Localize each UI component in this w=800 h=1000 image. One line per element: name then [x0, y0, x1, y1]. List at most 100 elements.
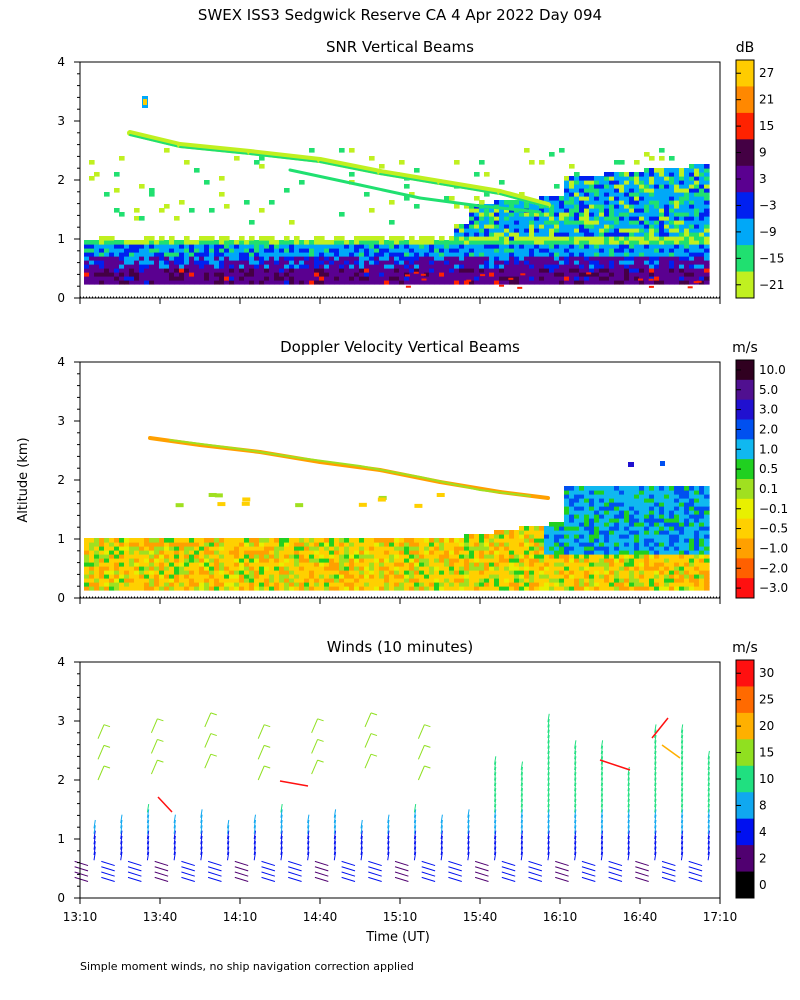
doppler-cell: [539, 582, 545, 587]
doppler-cell: [464, 550, 470, 555]
snr-cell: [574, 196, 580, 201]
snr-cell: [189, 276, 195, 281]
doppler-cell: [644, 502, 650, 507]
snr-cell: [114, 244, 120, 249]
doppler-cell: [334, 570, 340, 575]
doppler-cell: [169, 586, 175, 591]
doppler-cell: [669, 506, 675, 511]
doppler-cell: [664, 526, 670, 531]
snr-cell: [679, 280, 685, 285]
doppler-cell: [609, 502, 615, 507]
doppler-cell: [684, 558, 690, 563]
doppler-cell: [429, 562, 435, 567]
doppler-cell: [434, 574, 440, 579]
doppler-cell: [264, 554, 270, 559]
doppler-cell: [554, 530, 560, 535]
snr-cell: [289, 272, 295, 277]
doppler-cell: [669, 490, 675, 495]
doppler-cell: [179, 578, 185, 583]
colorbar-label: −21: [759, 278, 784, 292]
wind-barb: [467, 825, 470, 834]
doppler-cell: [664, 490, 670, 495]
snr-layer-band: [319, 161, 381, 175]
doppler-cell: [449, 546, 455, 551]
doppler-cell: [384, 538, 390, 543]
snr-hot-pixel: [586, 272, 592, 275]
snr-cell: [659, 232, 665, 237]
doppler-cell: [594, 570, 600, 575]
snr-cell: [619, 232, 625, 237]
doppler-cell: [674, 506, 680, 511]
doppler-cell: [644, 554, 650, 559]
doppler-cell: [639, 562, 645, 567]
snr-cell: [239, 264, 245, 269]
doppler-cell: [334, 566, 340, 571]
snr-cell: [514, 240, 520, 245]
wind-barb: [207, 866, 222, 872]
doppler-cell: [184, 574, 190, 579]
snr-cell: [129, 268, 135, 273]
wind-barb: [627, 782, 630, 792]
doppler-cell: [689, 530, 695, 535]
snr-cell: [579, 188, 585, 193]
snr-cell: [584, 260, 590, 265]
snr-cell: [189, 268, 195, 273]
doppler-cell: [239, 582, 245, 587]
snr-cell: [404, 196, 410, 201]
doppler-cell: [584, 566, 590, 571]
snr-cell: [624, 280, 630, 285]
snr-cell: [619, 240, 625, 245]
wind-barb: [520, 819, 523, 829]
snr-cell: [599, 180, 605, 185]
y-tick-label: 1: [57, 232, 65, 246]
wind-barb: [574, 814, 577, 824]
snr-cell: [589, 256, 595, 261]
snr-cell: [679, 224, 685, 229]
doppler-cell: [389, 550, 395, 555]
snr-cell: [669, 280, 675, 285]
snr-cell: [209, 268, 215, 273]
wind-barb: [520, 830, 523, 840]
snr-cell: [214, 272, 220, 277]
snr-cell: [419, 236, 425, 241]
snr-cell: [124, 264, 130, 269]
snr-cell: [629, 220, 635, 225]
snr-cell: [504, 252, 510, 257]
wind-barb: [424, 744, 431, 748]
doppler-cell: [189, 554, 195, 559]
snr-cell: [514, 228, 520, 233]
doppler-cell: [599, 554, 605, 559]
doppler-cell: [244, 538, 250, 543]
doppler-cell: [144, 542, 150, 547]
doppler-cell: [354, 542, 360, 547]
doppler-cell: [589, 526, 595, 531]
snr-cell: [684, 200, 690, 205]
doppler-cell: [284, 562, 290, 567]
snr-cell: [249, 248, 255, 253]
doppler-cell: [599, 530, 605, 535]
snr-cell: [319, 276, 325, 281]
snr-cell: [479, 224, 485, 229]
snr-cell: [124, 252, 130, 257]
doppler-cell: [424, 554, 430, 559]
snr-cell: [664, 268, 670, 273]
doppler-cell: [219, 574, 225, 579]
doppler-cell: [694, 546, 700, 551]
wind-barb: [501, 871, 516, 877]
doppler-cell: [659, 510, 665, 515]
snr-cell: [669, 212, 675, 217]
snr-cell: [634, 188, 640, 193]
snr-cell: [669, 220, 675, 225]
snr-cell: [119, 212, 125, 217]
snr-cell: [544, 260, 550, 265]
wind-barb: [311, 759, 319, 775]
wind-barb: [494, 835, 497, 845]
doppler-cell: [184, 538, 190, 543]
snr-cell: [659, 216, 665, 221]
snr-cell: [674, 272, 680, 277]
wind-barb: [707, 835, 710, 845]
doppler-cell: [614, 574, 620, 579]
doppler-cell: [699, 554, 705, 559]
snr-cell: [169, 264, 175, 269]
wind-barb: [520, 777, 523, 786]
